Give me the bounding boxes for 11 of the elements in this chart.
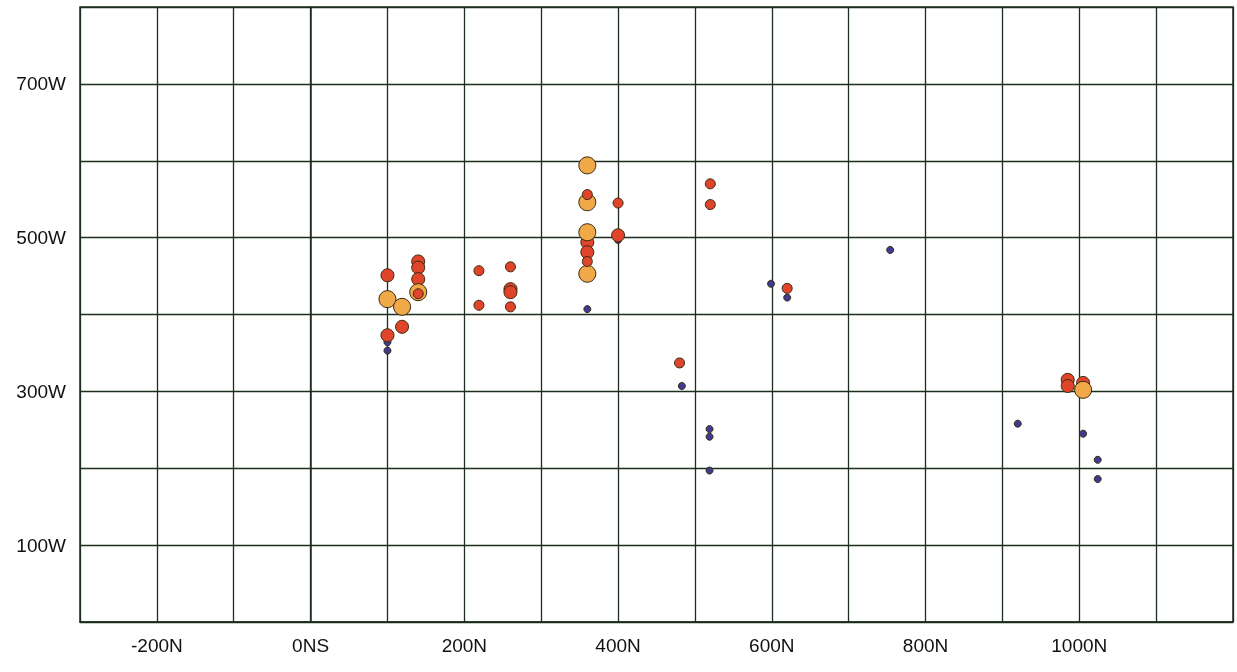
x-tick-label: 0NS [292, 635, 330, 656]
x-tick-label: -200N [130, 635, 183, 656]
y-tick-label: 500W [16, 227, 67, 249]
x-tick-label: 600N [749, 635, 795, 656]
x-tick-label: 400N [595, 635, 641, 656]
y-tick-label: 300W [16, 380, 67, 402]
y-tick-label: 700W [16, 73, 67, 95]
x-tick-label: 800N [902, 635, 949, 656]
x-tick-label: 200N [441, 635, 488, 656]
x-tick-label: 1000N [1051, 635, 1108, 656]
y-tick-label: 100W [16, 534, 67, 556]
